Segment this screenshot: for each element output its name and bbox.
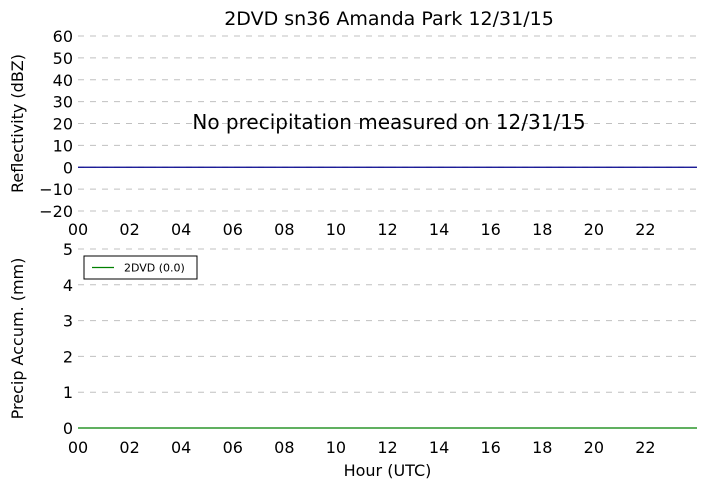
y-tick-label: 4: [63, 276, 73, 295]
x-tick-label: 20: [584, 220, 604, 239]
x-tick-label: 02: [119, 438, 139, 457]
y-axis-label: Reflectivity (dBZ): [8, 54, 27, 193]
y-tick-label: 20: [53, 115, 73, 134]
x-tick-label: 08: [274, 438, 294, 457]
y-tick-label: −20: [39, 202, 73, 221]
chart-title: 2DVD sn36 Amanda Park 12/31/15: [224, 8, 554, 30]
x-tick-label: 12: [377, 438, 397, 457]
x-tick-label: 10: [326, 220, 346, 239]
y-tick-label: 40: [53, 71, 73, 90]
y-tick-label: 5: [63, 240, 73, 259]
x-axis-label: Hour (UTC): [344, 461, 432, 480]
x-tick-label: 06: [223, 220, 243, 239]
x-tick-label: 18: [532, 438, 552, 457]
y-tick-label: 1: [63, 383, 73, 402]
x-tick-label: 20: [584, 438, 604, 457]
legend-box: [83, 255, 198, 280]
y-tick-label: 0: [63, 419, 73, 438]
x-tick-label: 14: [429, 220, 449, 239]
y-tick-label: 30: [53, 93, 73, 112]
x-tick-label: 02: [119, 220, 139, 239]
x-tick-label: 16: [480, 220, 500, 239]
x-tick-label: 08: [274, 220, 294, 239]
y-tick-label: 10: [53, 136, 73, 155]
x-tick-label: 10: [326, 438, 346, 457]
x-tick-label: 18: [532, 220, 552, 239]
x-tick-label: 22: [635, 438, 655, 457]
legend-label: 2DVD (0.0): [124, 262, 185, 275]
x-tick-label: 00: [68, 220, 88, 239]
no-precipitation-annotation: No precipitation measured on 12/31/15: [192, 110, 585, 134]
y-tick-label: 50: [53, 49, 73, 68]
x-tick-label: 00: [68, 438, 88, 457]
y-tick-label: −10: [39, 180, 73, 199]
y-axis-label: Precip Accum. (mm): [8, 258, 27, 420]
x-tick-label: 14: [429, 438, 449, 457]
x-tick-label: 04: [171, 220, 191, 239]
y-tick-label: 3: [63, 312, 73, 331]
x-tick-label: 06: [223, 438, 243, 457]
x-tick-label: 12: [377, 220, 397, 239]
y-tick-label: 60: [53, 27, 73, 46]
x-tick-label: 04: [171, 438, 191, 457]
y-tick-label: 0: [63, 158, 73, 177]
y-tick-label: 2: [63, 347, 73, 366]
x-tick-label: 16: [480, 438, 500, 457]
x-tick-label: 22: [635, 220, 655, 239]
